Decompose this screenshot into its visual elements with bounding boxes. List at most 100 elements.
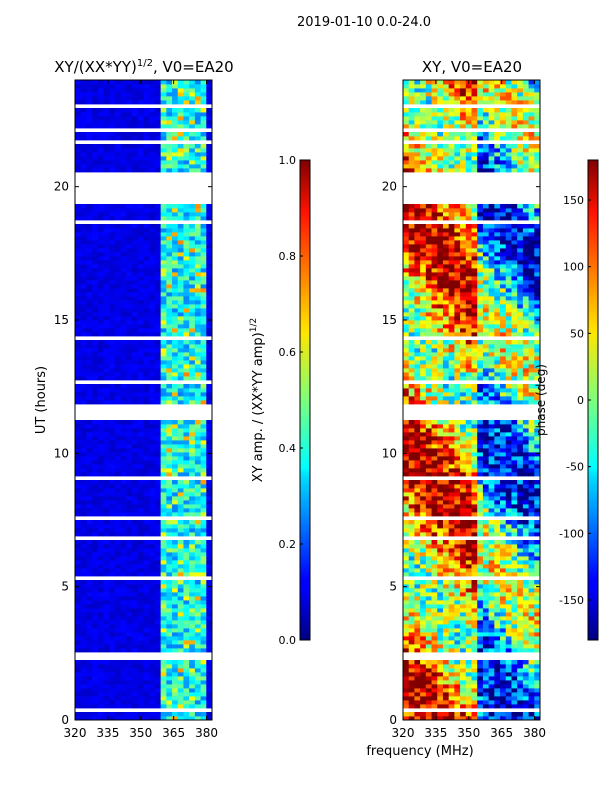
heatmap-cell	[137, 452, 144, 457]
heatmap-cell	[160, 356, 167, 361]
heatmap-cell	[465, 564, 472, 569]
heatmap-cell	[414, 396, 421, 401]
heatmap-cell	[454, 624, 461, 629]
heatmap-cell	[80, 508, 87, 513]
heatmap-cell	[465, 540, 472, 545]
heatmap-cell	[183, 116, 190, 121]
heatmap-cell	[442, 540, 450, 545]
heatmap-cell	[166, 288, 173, 293]
heatmap-cell	[500, 624, 507, 629]
heatmap-cell	[505, 704, 512, 709]
heatmap-cell	[166, 344, 173, 349]
heatmap-cell	[149, 348, 156, 353]
heatmap-cell	[166, 492, 173, 497]
heatmap-cell	[132, 348, 139, 353]
heatmap-cell	[132, 156, 139, 161]
heatmap-cell	[465, 472, 472, 477]
heatmap-cell	[80, 120, 87, 125]
heatmap-cell	[114, 484, 122, 489]
heatmap-cell	[494, 648, 501, 653]
heatmap-cell	[465, 644, 472, 649]
heatmap-cell	[120, 260, 127, 265]
heatmap-cell	[92, 384, 99, 389]
heatmap-cell	[172, 108, 179, 113]
heatmap-cell	[403, 660, 410, 665]
heatmap-cell	[408, 484, 415, 489]
heatmap-cell	[92, 300, 99, 305]
heatmap-cell	[86, 696, 93, 701]
heatmap-cell	[97, 292, 104, 297]
heatmap-cell	[120, 596, 127, 601]
heatmap-cell	[189, 532, 196, 537]
heatmap-cell	[482, 540, 490, 545]
heatmap-cell	[511, 456, 518, 461]
heatmap-cell	[160, 136, 167, 141]
heatmap-cell	[75, 328, 82, 333]
heatmap-cell	[471, 532, 478, 537]
heatmap-cell	[80, 164, 87, 169]
heatmap-cell	[114, 612, 122, 617]
heatmap-cell	[137, 364, 144, 369]
heatmap-cell	[206, 96, 212, 101]
heatmap-cell	[460, 628, 467, 633]
heatmap-cell	[534, 580, 540, 585]
heatmap-cell	[534, 472, 540, 477]
heatmap-cell	[403, 436, 410, 441]
heatmap-cell	[189, 504, 196, 509]
heatmap-cell	[200, 288, 207, 293]
heatmap-cell	[160, 428, 167, 433]
heatmap-cell	[522, 504, 529, 509]
heatmap-cell	[177, 492, 184, 497]
heatmap-cell	[109, 468, 116, 473]
heatmap-cell	[120, 100, 127, 105]
heatmap-cell	[534, 480, 540, 485]
heatmap-cell	[471, 392, 478, 397]
heatmap-cell	[420, 424, 427, 429]
heatmap-cell	[505, 560, 512, 565]
heatmap-cell	[172, 132, 179, 137]
heatmap-cell	[442, 488, 450, 493]
heatmap-cell	[482, 692, 490, 697]
heatmap-cell	[75, 648, 82, 653]
heatmap-cell	[517, 636, 524, 641]
heatmap-cell	[206, 520, 212, 525]
heatmap-cell	[448, 700, 455, 705]
heatmap-cell	[408, 428, 415, 433]
heatmap-cell	[437, 672, 444, 677]
heatmap-cell	[143, 488, 150, 493]
heatmap-cell	[403, 692, 410, 697]
heatmap-cell	[154, 532, 162, 537]
heatmap-cell	[80, 160, 87, 165]
heatmap-cell	[477, 488, 484, 493]
heatmap-cell	[137, 228, 144, 233]
heatmap-cell	[126, 212, 133, 217]
heatmap-cell	[194, 396, 201, 401]
heatmap-cell	[143, 608, 150, 613]
heatmap-cell	[143, 300, 150, 305]
heatmap-cell	[160, 100, 167, 105]
heatmap-cell	[120, 356, 127, 361]
heatmap-cell	[431, 460, 438, 465]
heatmap-cell	[97, 312, 104, 317]
heatmap-cell	[183, 284, 190, 289]
heatmap-cell	[154, 160, 162, 165]
heatmap-cell	[109, 208, 116, 213]
heatmap-cell	[132, 292, 139, 297]
heatmap-cell	[206, 604, 212, 609]
heatmap-cell	[183, 460, 190, 465]
heatmap-cell	[408, 396, 415, 401]
heatmap-cell	[166, 324, 173, 329]
heatmap-cell	[114, 420, 122, 425]
heatmap-cell	[137, 324, 144, 329]
heatmap-cell	[92, 596, 99, 601]
heatmap-cell	[75, 628, 82, 633]
heatmap-cell	[160, 132, 167, 137]
heatmap-cell	[183, 636, 190, 641]
heatmap-cell	[126, 168, 133, 173]
heatmap-cell	[425, 528, 432, 533]
heatmap-cell	[454, 432, 461, 437]
heatmap-cell	[528, 664, 535, 669]
heatmap-cell	[149, 232, 156, 237]
heatmap-cell	[505, 712, 512, 717]
heatmap-cell	[172, 216, 179, 221]
